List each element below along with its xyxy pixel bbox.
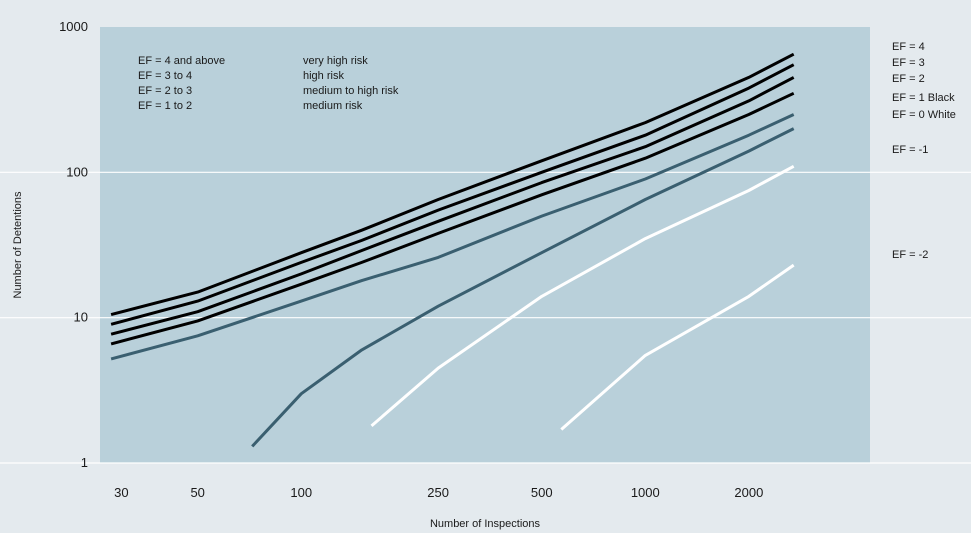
y-tick-label: 100	[66, 164, 88, 179]
y-tick-label: 1	[81, 455, 88, 470]
series-line-1	[110, 63, 795, 326]
risk-note-level: medium risk	[303, 100, 363, 112]
legend: EF = 4 EF = 3 EF = 2 EF = 1 Black EF = 0 Whi…	[892, 41, 956, 261]
x-tick-label: 250	[427, 485, 449, 500]
risk-note-level: very high risk	[303, 55, 368, 67]
y-axis-label: Number of Detentions	[12, 191, 24, 298]
y-tick-label: 1000	[59, 19, 88, 34]
x-tick-label: 1000	[631, 485, 660, 500]
risk-note-ef: EF = 4 and above	[138, 55, 225, 67]
risk-note-level: high risk	[303, 70, 344, 82]
series-line-2	[110, 76, 795, 336]
legend-label: EF = -1	[892, 144, 928, 156]
series-line-4	[110, 113, 795, 361]
legend-label: EF = 1 Black	[892, 92, 955, 104]
legend-label: EF = 0 White	[892, 109, 956, 121]
risk-notes: EF = 4 and above very high risk EF = 3 to …	[138, 55, 399, 112]
x-tick-label: 50	[190, 485, 204, 500]
y-axis-ticks: 1 10 100 1000	[59, 19, 88, 470]
risk-note-level: medium to high risk	[303, 85, 399, 97]
risk-note-ef: EF = 2 to 3	[138, 85, 192, 97]
x-axis-ticks: 30 50 100 250 500 1000 2000	[114, 485, 763, 500]
plot-area	[100, 27, 870, 463]
series-line-3	[110, 91, 795, 346]
x-tick-label: 30	[114, 485, 128, 500]
legend-label: EF = 3	[892, 57, 925, 69]
legend-label: EF = 2	[892, 73, 925, 85]
risk-note-ef: EF = 3 to 4	[138, 70, 192, 82]
series-line-5	[251, 127, 795, 448]
x-tick-label: 100	[290, 485, 312, 500]
series-line-7	[560, 263, 795, 431]
series-line-6	[370, 164, 795, 428]
legend-label: EF = -2	[892, 249, 928, 261]
legend-label: EF = 4	[892, 41, 925, 53]
series-line-0	[110, 52, 795, 317]
risk-note-ef: EF = 1 to 2	[138, 100, 192, 112]
y-tick-label: 10	[74, 310, 88, 325]
x-axis-label: Number of Inspections	[430, 518, 541, 530]
x-tick-label: 500	[531, 485, 553, 500]
x-tick-label: 2000	[734, 485, 763, 500]
gridlines	[0, 171, 971, 464]
series-lines	[110, 52, 795, 448]
